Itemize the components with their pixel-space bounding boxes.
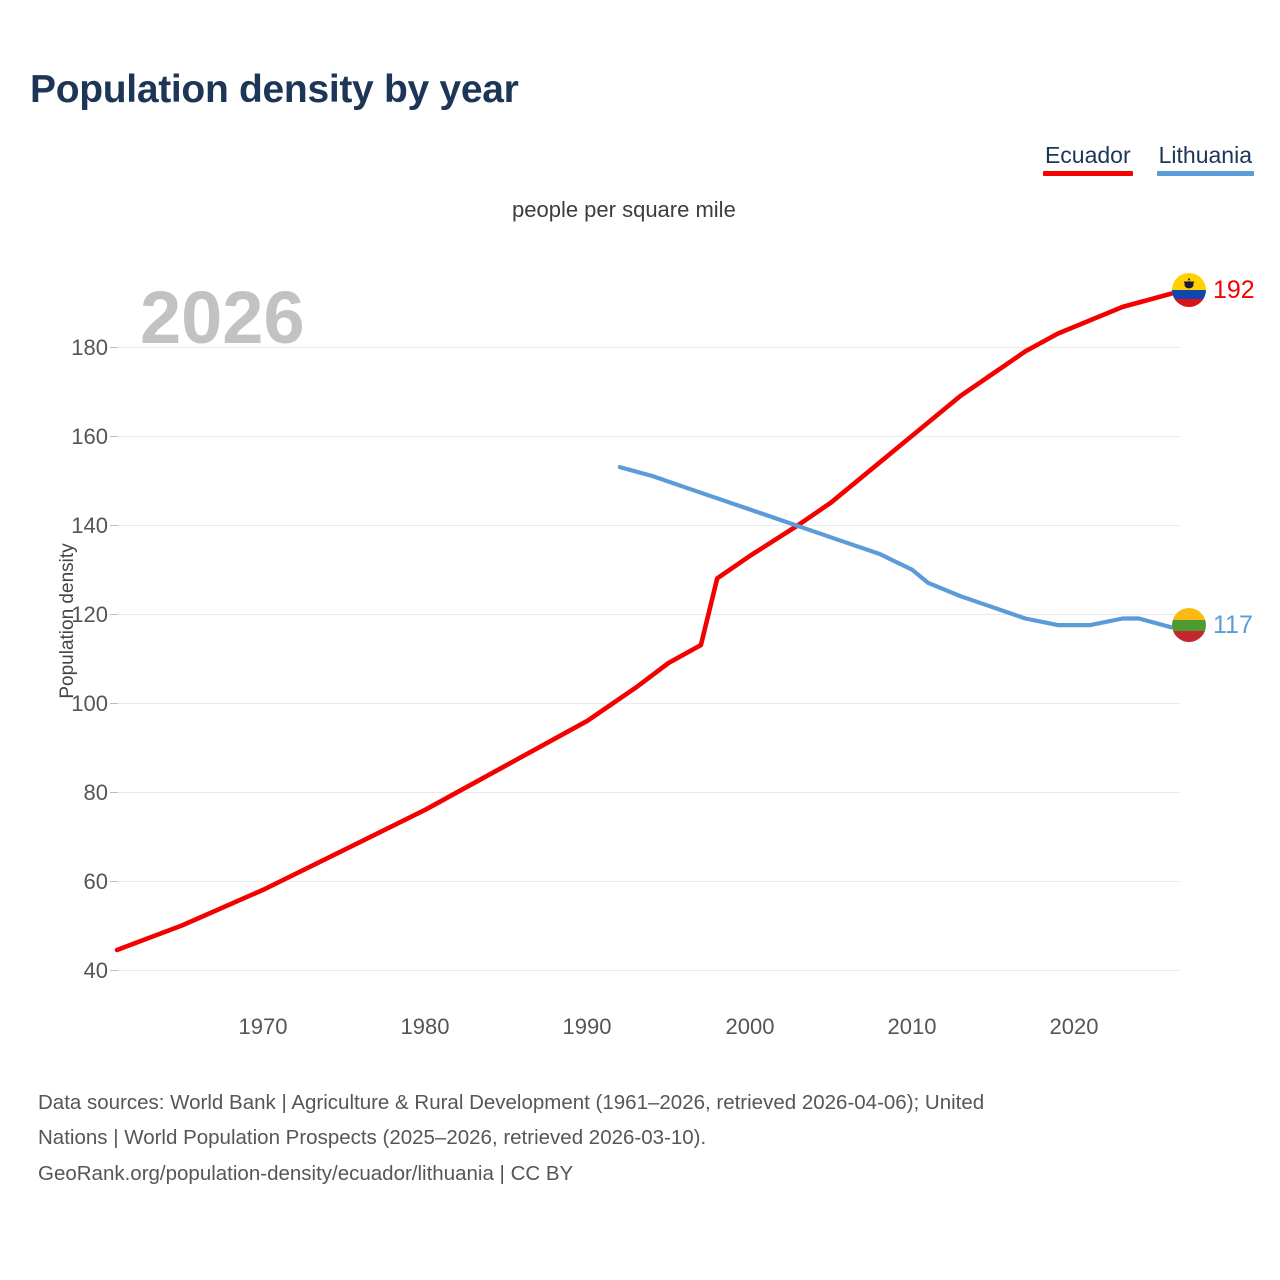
xtick-label-2010: 2010 xyxy=(887,1014,937,1039)
gridline-100 xyxy=(117,703,1180,704)
end-marker-lithuania[interactable]: 117 xyxy=(1172,608,1253,642)
ytick-mark-140 xyxy=(110,525,118,526)
ytick-label-160: 160 xyxy=(71,424,108,449)
legend-rule-lithuania xyxy=(1156,171,1254,176)
series-line-lithuania xyxy=(617,465,1174,630)
series-svg xyxy=(114,291,1174,953)
gridline-140 xyxy=(117,525,1180,526)
footer-line-3: GeoRank.org/population-density/ecuador/l… xyxy=(38,1161,574,1185)
footer-line-2: Nations | World Population Prospects (20… xyxy=(38,1126,707,1150)
ytick-mark-160 xyxy=(110,436,118,437)
end-marker-ecuador[interactable]: 192 xyxy=(1172,273,1255,307)
gridline-120 xyxy=(117,614,1180,615)
gridline-60 xyxy=(117,881,1180,882)
ytick-mark-40 xyxy=(110,970,118,971)
ecuador-coat-of-arms-icon xyxy=(1183,277,1195,289)
lithuania-flag-icon xyxy=(1172,608,1206,642)
xtick-label-2020: 2020 xyxy=(1049,1014,1099,1039)
legend-rule-ecuador xyxy=(1042,171,1133,176)
gridline-180 xyxy=(117,347,1180,348)
series-line-ecuador xyxy=(114,291,1174,953)
ytick-mark-80 xyxy=(110,792,118,793)
xtick-label-1990: 1990 xyxy=(562,1014,612,1039)
page-title: Population density by year xyxy=(30,68,519,111)
plot-area: 2026 40 60 80 100 120 140 160 180 1970 1… xyxy=(57,273,1255,1039)
legend-label-ecuador: Ecuador xyxy=(1044,142,1131,168)
end-value-lithuania: 117 xyxy=(1213,610,1253,639)
legend-item-ecuador[interactable]: Ecuador xyxy=(1042,142,1133,176)
xtick-label-1980: 1980 xyxy=(400,1014,450,1039)
chart-subtitle: people per square mile xyxy=(512,197,736,222)
xtick-label-2000: 2000 xyxy=(725,1014,775,1039)
legend-label-lithuania: Lithuania xyxy=(1158,142,1252,168)
flag-band-red xyxy=(1172,298,1206,307)
ytick-label-80: 80 xyxy=(83,780,108,805)
ytick-label-60: 60 xyxy=(83,869,108,894)
gridline-40 xyxy=(117,970,1180,971)
flag-band-green xyxy=(1172,619,1206,631)
ytick-mark-60 xyxy=(110,881,118,882)
end-value-ecuador: 192 xyxy=(1213,275,1255,304)
flag-band-blue xyxy=(1172,290,1206,299)
ytick-mark-120 xyxy=(110,614,118,615)
year-watermark: 2026 xyxy=(140,276,305,359)
ecuador-flag-icon xyxy=(1172,273,1206,307)
ytick-label-140: 140 xyxy=(71,513,108,538)
ytick-mark-180 xyxy=(110,347,118,348)
footer-line-1: Data sources: World Bank | Agriculture &… xyxy=(38,1091,985,1114)
flag-band-yellow xyxy=(1172,608,1206,620)
gridline-80 xyxy=(117,792,1180,793)
footer: Data sources: World Bank | Agriculture &… xyxy=(38,1085,1263,1191)
legend: Ecuador Lithuania xyxy=(1042,142,1254,176)
xtick-label-1970: 1970 xyxy=(238,1014,288,1039)
gridline-160 xyxy=(117,436,1180,437)
ytick-label-120: 120 xyxy=(71,602,108,627)
ytick-label-180: 180 xyxy=(71,335,108,360)
legend-item-lithuania[interactable]: Lithuania xyxy=(1156,142,1254,176)
ytick-mark-100 xyxy=(110,703,118,704)
flag-band-red xyxy=(1172,630,1206,642)
ytick-label-40: 40 xyxy=(83,958,108,983)
ytick-label-100: 100 xyxy=(71,691,108,716)
